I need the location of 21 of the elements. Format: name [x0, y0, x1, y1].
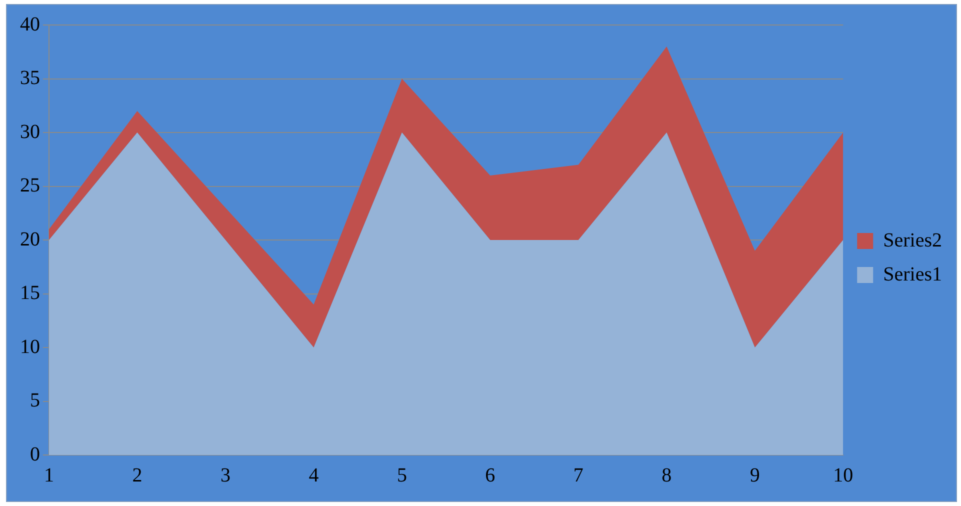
y-tick-label: 20	[20, 228, 40, 250]
y-tick-label: 10	[20, 336, 40, 358]
x-tick-label: 6	[485, 464, 496, 486]
x-tick-label: 8	[662, 464, 672, 486]
y-tick-label: 40	[20, 13, 40, 36]
legend-label: Series1	[883, 263, 942, 286]
y-tick-label: 30	[20, 120, 40, 143]
y-tick-label: 15	[20, 282, 40, 304]
x-tick-label: 7	[573, 464, 584, 486]
y-tick-label: 5	[30, 390, 40, 412]
y-tick-label: 35	[20, 67, 40, 89]
x-tick-label: 9	[750, 464, 760, 486]
y-tick-label: 25	[20, 174, 40, 196]
x-tick-label: 2	[132, 464, 142, 486]
x-tick-label: 4	[308, 464, 319, 486]
y-tick-label: 0	[30, 443, 40, 466]
x-tick-label: 1	[44, 464, 54, 486]
x-tick-label: 10	[833, 464, 854, 486]
x-tick-label: 3	[220, 464, 230, 486]
legend-label: Series2	[883, 229, 942, 252]
x-tick-label: 5	[396, 464, 407, 486]
